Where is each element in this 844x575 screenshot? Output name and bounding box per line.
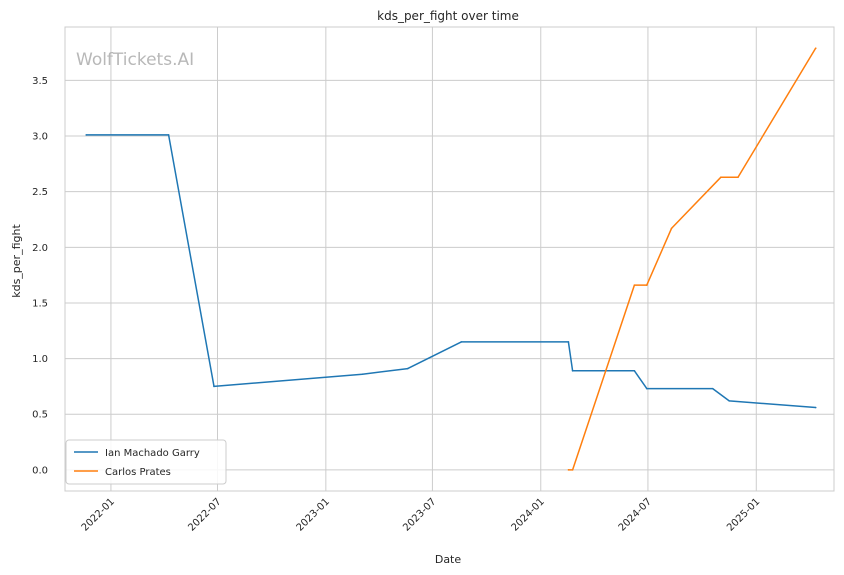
- series-layer: [85, 47, 817, 471]
- x-tick-labels: 2022-01 2022-07 2023-01 2023-07 2024-01 2024-…: [80, 496, 763, 533]
- data-point-ian-machado-garry-4: [406, 367, 409, 370]
- y-tick-labels: 0.0 0.5 1.0 1.5 2.0 2.5 3.0 3.5: [32, 76, 48, 476]
- series-carlos-prates: [567, 47, 817, 471]
- data-point-carlos-prates-1: [571, 469, 574, 471]
- x-tick-2022-01: 2022-01: [80, 496, 117, 533]
- y-tick-2.5: 2.5: [32, 187, 48, 198]
- x-tick-2025-01: 2025-01: [725, 496, 762, 533]
- data-point-ian-machado-garry-11: [728, 400, 730, 402]
- data-point-ian-machado-garry-2: [213, 385, 215, 388]
- x-tick-2023-07: 2023-07: [401, 496, 438, 533]
- legend-label-carlos-prates: Carlos Prates: [105, 467, 171, 478]
- data-point-ian-machado-garry-0: [85, 134, 87, 136]
- data-point-carlos-prates-7: [814, 47, 817, 49]
- data-point-ian-machado-garry-3: [361, 373, 364, 375]
- y-axis-label: kds_per_fight: [10, 224, 23, 298]
- x-tick-2023-01: 2023-01: [295, 496, 332, 533]
- data-point-carlos-prates-6: [737, 176, 739, 179]
- y-tick-0.0: 0.0: [32, 465, 48, 476]
- data-point-ian-machado-garry-8: [633, 370, 636, 372]
- y-tick-3.5: 3.5: [32, 76, 48, 87]
- y-tick-3.0: 3.0: [32, 132, 48, 143]
- data-point-ian-machado-garry-1: [167, 134, 170, 136]
- grid: [65, 27, 834, 491]
- chart-title: kds_per_fight over time: [377, 9, 519, 23]
- legend-box: [65, 439, 227, 485]
- y-tick-1.5: 1.5: [32, 298, 48, 309]
- legend: Ian Machado Garry Carlos Prates: [65, 439, 227, 485]
- data-point-ian-machado-garry-5: [460, 341, 463, 343]
- data-point-ian-machado-garry-12: [814, 406, 817, 409]
- y-tick-0.5: 0.5: [32, 410, 48, 421]
- data-point-ian-machado-garry-7: [571, 370, 574, 372]
- x-tick-2024-01: 2024-01: [510, 496, 547, 533]
- watermark: WolfTickets.AI: [76, 50, 194, 70]
- x-axis-label: Date: [435, 553, 462, 566]
- data-point-carlos-prates-3: [645, 284, 648, 286]
- x-tick-2022-07: 2022-07: [186, 496, 223, 533]
- data-point-ian-machado-garry-6: [567, 341, 570, 343]
- data-point-ian-machado-garry-9: [645, 387, 648, 390]
- data-point-carlos-prates-0: [567, 469, 570, 471]
- y-tick-1.0: 1.0: [32, 354, 48, 365]
- data-point-carlos-prates-2: [633, 284, 636, 286]
- data-point-carlos-prates-5: [720, 176, 722, 179]
- y-tick-2.0: 2.0: [32, 243, 48, 254]
- x-tick-2024-07: 2024-07: [617, 496, 654, 533]
- series-line-carlos-prates: [568, 47, 817, 471]
- data-point-ian-machado-garry-10: [711, 387, 714, 390]
- plot-area: [64, 26, 835, 492]
- legend-label-ian-machado-garry: Ian Machado Garry: [105, 448, 200, 459]
- data-point-carlos-prates-4: [670, 227, 673, 230]
- series-ian-machado-garry: [85, 134, 817, 409]
